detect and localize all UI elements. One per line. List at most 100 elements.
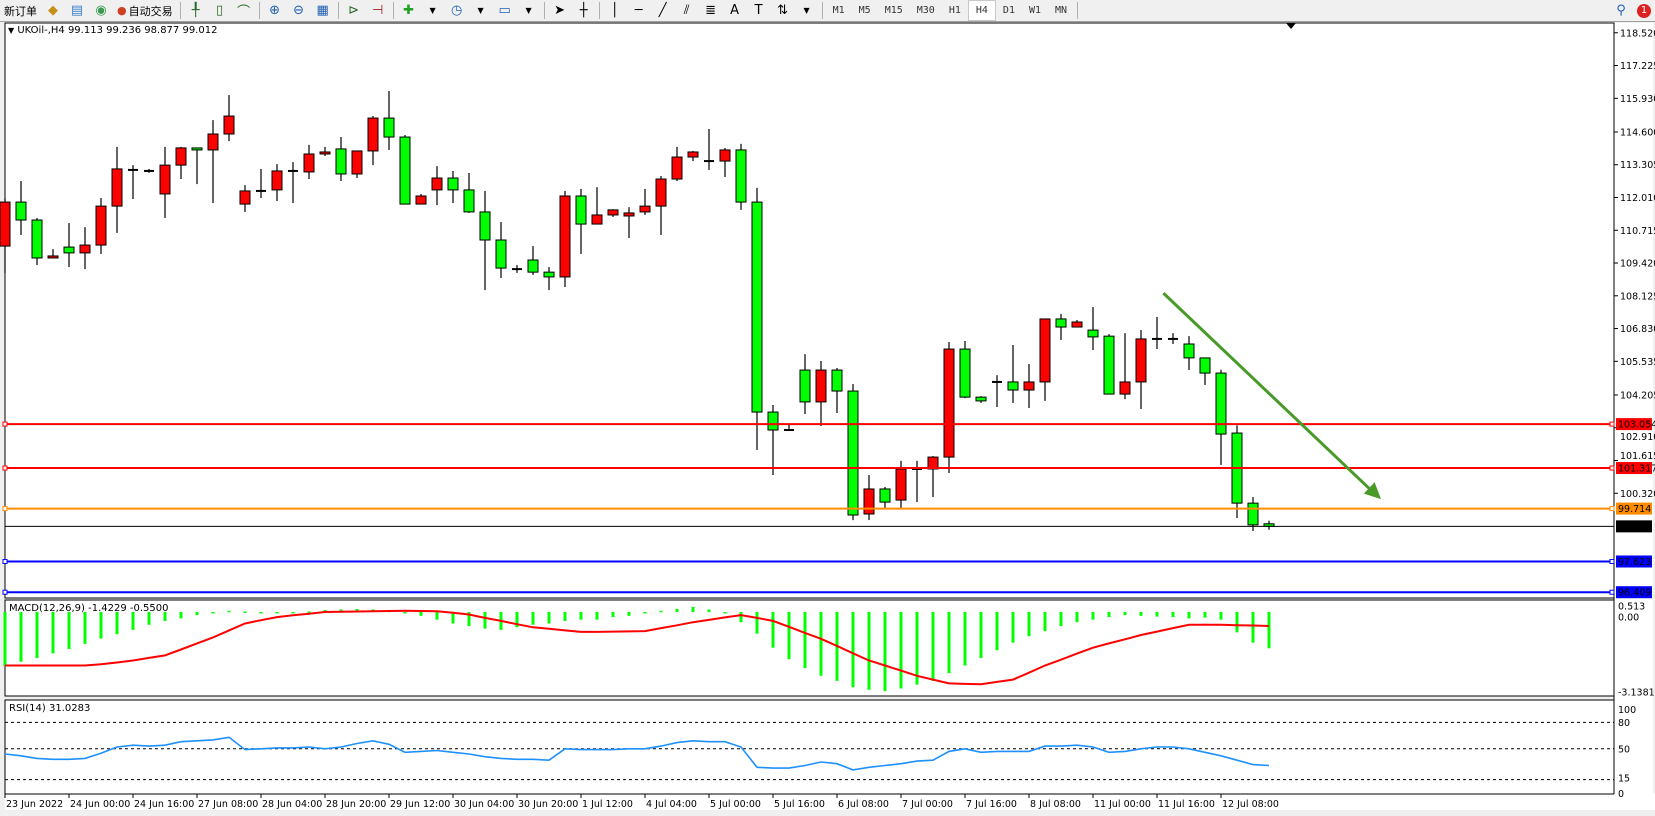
macd-histogram-bar [979, 612, 983, 658]
notifications-button[interactable]: 1 [1633, 1, 1655, 20]
timeframe-h4[interactable]: H4 [967, 0, 996, 21]
vertical-line-icon[interactable]: │ [610, 3, 619, 18]
price-level-label: 97.623 [1618, 557, 1651, 568]
level-handle[interactable] [2, 506, 8, 512]
tile-windows-icon[interactable]: ▦ [316, 3, 329, 18]
fibonacci-icon[interactable]: ≣ [705, 3, 717, 18]
bar-chart-icon[interactable]: ╀ [191, 3, 200, 18]
candle [239, 185, 251, 212]
timeframe-m1[interactable]: M1 [832, 5, 845, 16]
price-level-label: 101.317 [1618, 464, 1655, 475]
candle-body [655, 178, 667, 207]
timeframe-mn[interactable]: MN [1055, 5, 1068, 16]
gold-icon[interactable]: ◆ [48, 3, 58, 18]
timeframe-m15[interactable]: M15 [884, 5, 903, 16]
macd-histogram-bar [435, 612, 439, 620]
macd-histogram-bar [35, 612, 39, 658]
new-order-button[interactable]: 新订单 [0, 1, 41, 20]
price-axis [1614, 23, 1653, 794]
line-chart-icon[interactable]: ⌒ [237, 5, 251, 20]
macd-histogram-bar [243, 611, 247, 613]
candle-body [704, 160, 714, 163]
timeframe-w1[interactable]: W1 [1028, 5, 1042, 16]
server-icon[interactable]: ▤ [70, 3, 84, 18]
trend-arrow-head-icon[interactable] [1363, 482, 1381, 500]
candle [128, 165, 138, 200]
macd-histogram-bar [1235, 612, 1239, 633]
macd-histogram-bar [1027, 612, 1031, 637]
candle-body [639, 205, 651, 213]
level-handle[interactable] [2, 465, 8, 471]
candle [223, 95, 235, 142]
zoom-out-icon[interactable]: ⊖ [293, 3, 305, 18]
signal-icon[interactable]: ◉ [95, 3, 107, 18]
candle-body [1103, 335, 1115, 395]
rsi-scale-label: 80 [1618, 718, 1630, 729]
candle-body [1087, 329, 1099, 338]
level-handle[interactable] [1609, 558, 1615, 564]
trendline-icon[interactable]: ╱ [658, 3, 667, 18]
candle [1183, 336, 1195, 371]
level-handle[interactable] [2, 558, 8, 564]
macd-histogram-bar [1011, 612, 1015, 643]
chevron-down-icon[interactable]: ▼ [803, 6, 810, 15]
text-label-icon[interactable]: T [754, 3, 763, 18]
crosshair-icon[interactable]: ┼ [579, 3, 588, 18]
timeframe-h1[interactable]: H1 [948, 5, 961, 16]
level-handle[interactable] [1609, 421, 1615, 427]
cursor-icon[interactable]: ➤ [554, 3, 566, 18]
timeframe-d1[interactable]: D1 [1002, 5, 1015, 16]
divider [337, 2, 339, 19]
candle-body [0, 201, 11, 247]
candle-body [575, 195, 587, 225]
macd-histogram-bar [547, 612, 551, 624]
candle-chart-icon[interactable]: ▯ [216, 3, 224, 18]
chevron-down-icon[interactable]: ▼ [429, 6, 436, 15]
level-handle[interactable] [1609, 589, 1615, 595]
candle [719, 147, 731, 178]
candle-body [111, 168, 123, 207]
auto-trading-icon: ● [117, 4, 127, 17]
macd-histogram-bar [1251, 612, 1255, 643]
candle-body [447, 177, 459, 191]
templates-icon[interactable]: ▭ [498, 3, 511, 18]
macd-histogram-bar [675, 608, 679, 612]
indicators-icon[interactable]: ✚ [403, 3, 415, 18]
time-tick-label: 11 Jul 16:00 [1158, 799, 1215, 810]
macd-histogram-bar [755, 612, 759, 634]
level-handle[interactable] [2, 589, 8, 595]
chart-shift-marker-icon[interactable] [1286, 23, 1296, 29]
zoom-in-icon[interactable]: ⊕ [269, 3, 281, 18]
time-tick-label: 8 Jul 08:00 [1030, 799, 1081, 810]
timeframe-m5[interactable]: M5 [858, 5, 871, 16]
price-tick-label: 101.615 [1620, 451, 1655, 462]
time-tick-label: 23 Jun 2022 [6, 799, 63, 810]
auto-scroll-icon[interactable]: ⊳ [348, 3, 360, 18]
trend-arrow-line[interactable] [1162, 292, 1375, 494]
macd-histogram-bar [1123, 612, 1127, 616]
level-handle[interactable] [2, 421, 8, 427]
rsi-scale-label: 15 [1618, 774, 1630, 785]
horizontal-line-icon[interactable]: ─ [634, 3, 643, 18]
search-icon[interactable]: ⚲ [1616, 3, 1626, 18]
collapse-triangle-icon[interactable]: ▼ [8, 26, 15, 35]
macd-histogram-bar [531, 612, 535, 625]
auto-trading-button[interactable]: ● 自动交易 [113, 1, 177, 20]
level-handle[interactable] [1609, 506, 1615, 512]
periods-icon[interactable]: ◷ [450, 3, 463, 18]
candle [79, 227, 91, 270]
macd-histogram-bar [803, 612, 807, 669]
macd-histogram-bar [179, 612, 183, 619]
chevron-down-icon[interactable]: ▼ [525, 6, 532, 15]
timeframe-m30[interactable]: M30 [916, 5, 935, 16]
chart-shift-icon[interactable]: ⊣ [371, 3, 384, 18]
arrows-icon[interactable]: ⇅ [777, 3, 789, 18]
level-handle[interactable] [1609, 465, 1615, 471]
macd-histogram-bar [1075, 612, 1079, 623]
candle-body [527, 259, 539, 273]
text-icon[interactable]: A [730, 3, 740, 18]
equidistant-channel-icon[interactable]: ⫽ [683, 3, 690, 18]
chevron-down-icon[interactable]: ▼ [477, 6, 484, 15]
price-level-badge [1616, 502, 1652, 515]
